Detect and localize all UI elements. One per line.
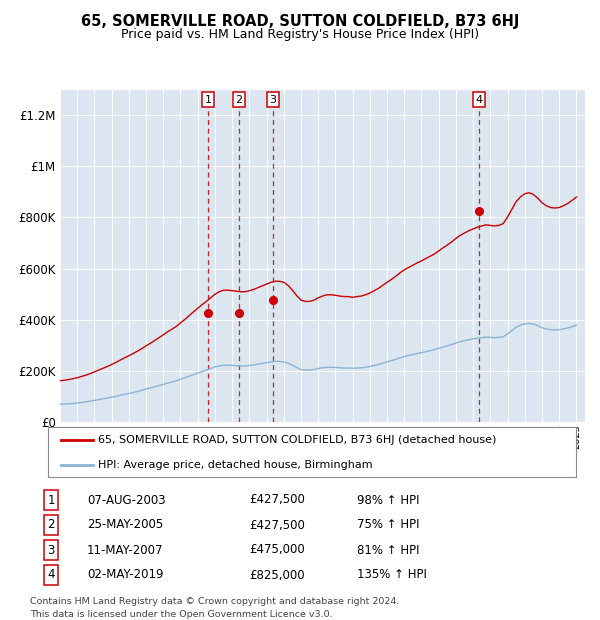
Text: 4: 4 [475,95,482,105]
Text: 65, SOMERVILLE ROAD, SUTTON COLDFIELD, B73 6HJ (detached house): 65, SOMERVILLE ROAD, SUTTON COLDFIELD, B… [98,435,497,445]
Text: 2: 2 [235,95,242,105]
Text: 1: 1 [47,494,55,507]
Text: 81% ↑ HPI: 81% ↑ HPI [357,544,419,557]
Text: £825,000: £825,000 [249,569,305,582]
Text: £427,500: £427,500 [249,494,305,507]
Text: 2: 2 [47,518,55,531]
Text: 07-AUG-2003: 07-AUG-2003 [87,494,166,507]
Text: £475,000: £475,000 [249,544,305,557]
Text: HPI: Average price, detached house, Birmingham: HPI: Average price, detached house, Birm… [98,459,373,470]
Text: 25-MAY-2005: 25-MAY-2005 [87,518,163,531]
Text: Contains HM Land Registry data © Crown copyright and database right 2024.: Contains HM Land Registry data © Crown c… [30,597,400,606]
Text: 65, SOMERVILLE ROAD, SUTTON COLDFIELD, B73 6HJ: 65, SOMERVILLE ROAD, SUTTON COLDFIELD, B… [81,14,519,29]
Text: 11-MAY-2007: 11-MAY-2007 [87,544,163,557]
Text: 3: 3 [269,95,276,105]
Text: 3: 3 [47,544,55,557]
Text: 4: 4 [47,569,55,582]
Text: 98% ↑ HPI: 98% ↑ HPI [357,494,419,507]
Text: 1: 1 [205,95,211,105]
Text: 135% ↑ HPI: 135% ↑ HPI [357,569,427,582]
Text: £427,500: £427,500 [249,518,305,531]
Text: 75% ↑ HPI: 75% ↑ HPI [357,518,419,531]
Text: This data is licensed under the Open Government Licence v3.0.: This data is licensed under the Open Gov… [30,610,332,619]
Text: Price paid vs. HM Land Registry's House Price Index (HPI): Price paid vs. HM Land Registry's House … [121,28,479,41]
Text: 02-MAY-2019: 02-MAY-2019 [87,569,163,582]
